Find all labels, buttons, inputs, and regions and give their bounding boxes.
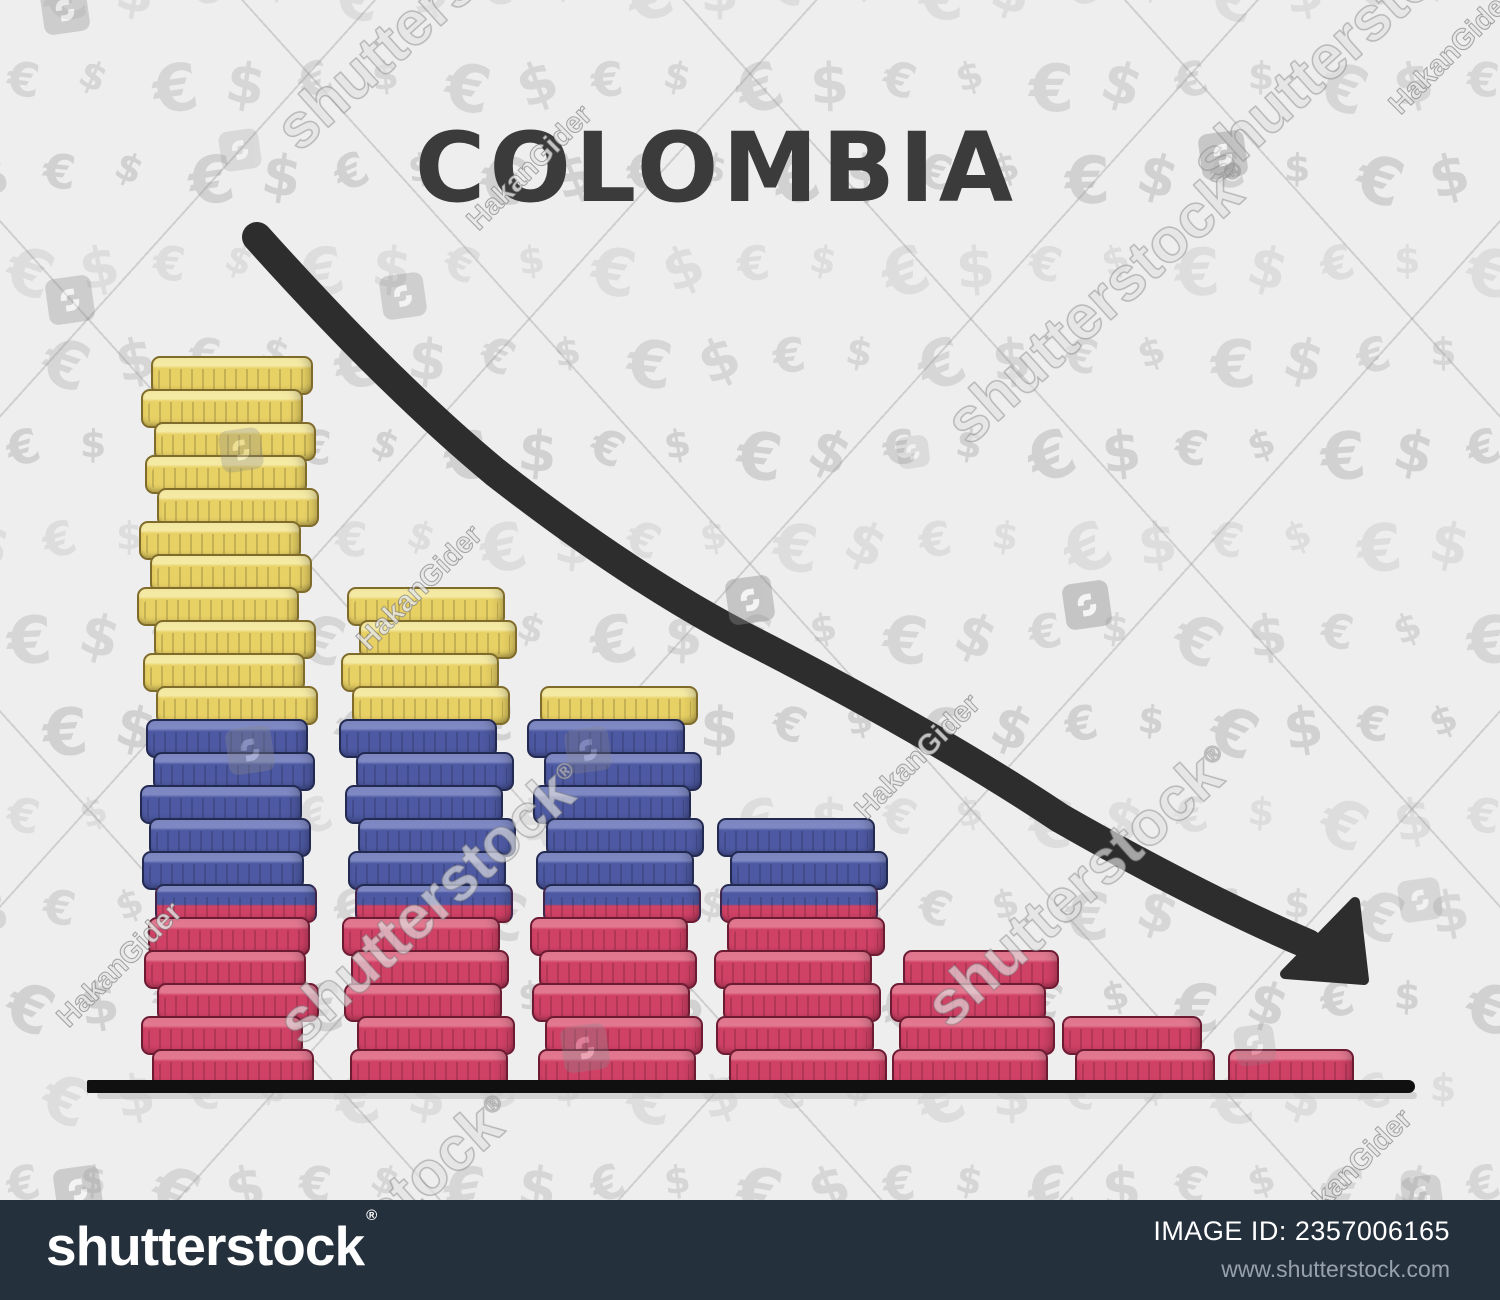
coin (151, 356, 313, 395)
registered-mark-icon: ® (366, 1206, 377, 1224)
coin (348, 851, 506, 890)
coin (154, 422, 316, 461)
coin (137, 587, 299, 626)
coin (720, 884, 878, 923)
baseline-bar (87, 1080, 1415, 1093)
footer-meta: IMAGE ID: 2357006165 www.shutterstock.co… (1153, 1216, 1450, 1283)
coin (716, 1016, 874, 1055)
shutterstock-logo: shutterstock ® (46, 1207, 377, 1278)
coin (139, 521, 301, 560)
currency-symbol: $ (116, 517, 142, 555)
coin (727, 917, 885, 956)
coin (142, 851, 304, 890)
footer-bar: shutterstock ® IMAGE ID: 2357006165 www.s… (0, 1200, 1500, 1300)
coin (148, 917, 310, 956)
site-url-text: www.shutterstock.com (1221, 1256, 1450, 1282)
coin (144, 950, 306, 989)
coin (545, 1016, 703, 1055)
coin (533, 785, 691, 824)
coin (344, 983, 502, 1022)
coin (146, 719, 308, 758)
coin (154, 620, 316, 659)
coin (723, 983, 881, 1022)
coin (717, 818, 875, 857)
currency-symbol: € (1029, 57, 1074, 122)
image-id-text: IMAGE ID: 2357006165 (1153, 1216, 1450, 1246)
page-title: COLOMBIA (414, 112, 1018, 224)
coin (903, 950, 1059, 989)
shutterstock-logo-text: shutterstock (46, 1215, 365, 1277)
coin (141, 389, 303, 428)
coin (140, 785, 302, 824)
coin (530, 917, 688, 956)
coin (156, 686, 318, 725)
coin (544, 752, 702, 791)
coin (157, 488, 319, 527)
currency-symbol: $ (1394, 241, 1420, 279)
coin (359, 620, 517, 659)
coin (543, 884, 701, 923)
coin (355, 884, 513, 923)
coin (341, 653, 499, 692)
coin (153, 752, 315, 791)
baseline-bar-shadow (97, 1092, 1417, 1099)
coin (155, 884, 317, 923)
coin (339, 719, 497, 758)
coin (143, 653, 305, 692)
coin (546, 818, 704, 857)
coin (730, 851, 888, 890)
coin (357, 1016, 515, 1055)
